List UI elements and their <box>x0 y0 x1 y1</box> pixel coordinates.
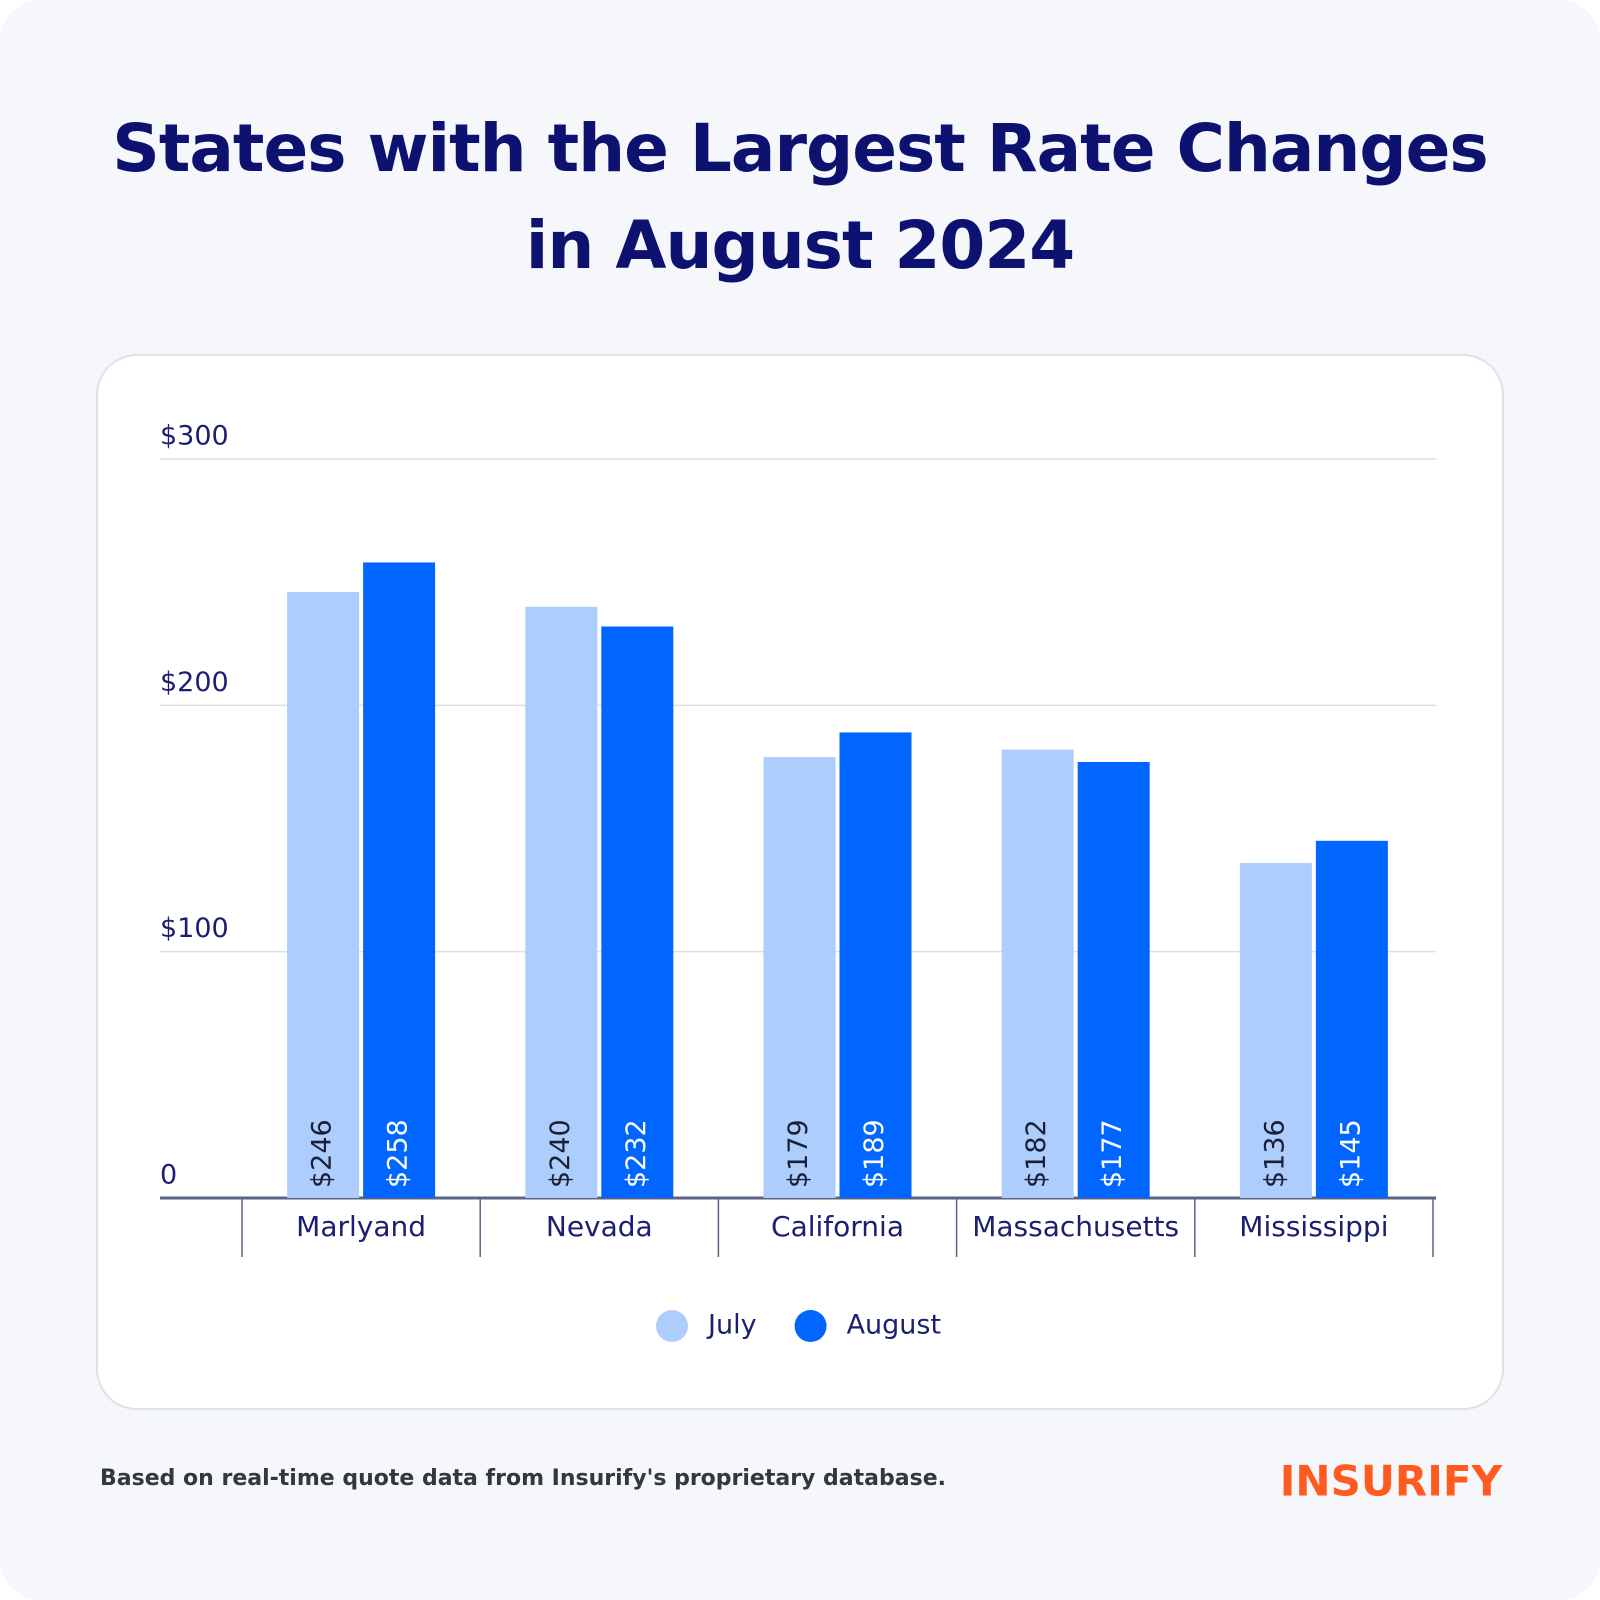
value-label: $240 <box>545 1119 576 1188</box>
legend-label: August <box>847 1310 942 1341</box>
y-tick-label: 0 <box>160 1160 177 1191</box>
value-label: $246 <box>307 1119 338 1188</box>
y-tick-label: $200 <box>160 667 229 698</box>
value-label: $136 <box>1259 1119 1290 1188</box>
bar <box>287 592 360 1198</box>
bar <box>363 562 436 1198</box>
x-tick-label: Nevada <box>546 1210 653 1243</box>
y-tick-label: $100 <box>160 913 229 944</box>
legend-swatch <box>656 1310 688 1342</box>
bar <box>525 606 598 1198</box>
value-label: $177 <box>1097 1119 1128 1188</box>
value-label: $258 <box>383 1119 414 1188</box>
x-tick-label: Mississippi <box>1239 1210 1388 1243</box>
bar <box>1315 840 1388 1198</box>
chart-title: States with the Largest Rate Changes in … <box>112 110 1488 284</box>
bar <box>839 732 912 1198</box>
bar <box>1239 862 1312 1198</box>
value-label: $145 <box>1335 1119 1366 1188</box>
bar <box>1001 749 1074 1198</box>
brand-logo: INSURIFY <box>1280 1457 1503 1506</box>
value-label: $189 <box>859 1119 890 1188</box>
bar <box>763 757 836 1198</box>
value-label: $182 <box>1021 1119 1052 1188</box>
x-tick-label: California <box>771 1210 904 1243</box>
x-tick-label: Massachusetts <box>972 1210 1179 1243</box>
bar <box>601 626 674 1198</box>
x-tick-label: Marlyand <box>296 1210 426 1243</box>
footnote: Based on real-time quote data from Insur… <box>100 1466 946 1491</box>
value-label: $232 <box>621 1119 652 1188</box>
y-tick-label: $300 <box>160 421 229 452</box>
value-label: $179 <box>783 1119 814 1188</box>
legend-label: July <box>706 1310 757 1341</box>
bar <box>1077 761 1150 1198</box>
legend-swatch <box>794 1310 827 1342</box>
